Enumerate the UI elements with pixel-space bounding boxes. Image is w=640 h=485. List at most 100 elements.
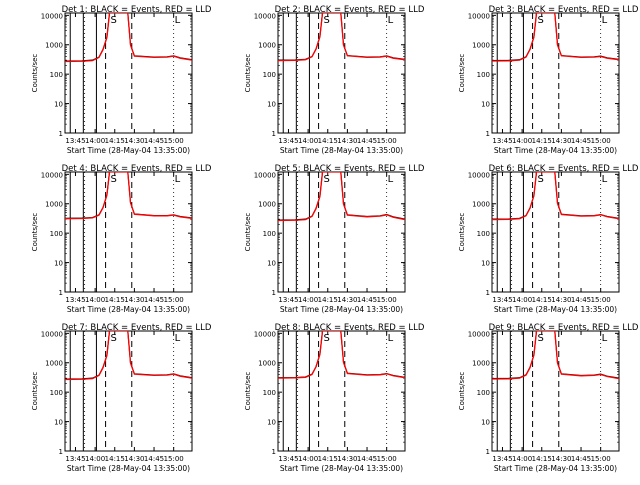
y-tick-label: 1000 bbox=[45, 42, 63, 50]
plot-frame bbox=[491, 171, 620, 293]
x-tick-label: 13:45 bbox=[278, 455, 298, 463]
x-tick-label: 14:15 bbox=[105, 455, 125, 463]
marker-label: L bbox=[602, 174, 608, 185]
x-tick-label: 14:00 bbox=[298, 296, 318, 304]
plot-frame bbox=[277, 330, 406, 452]
y-tick-label: 1000 bbox=[258, 360, 276, 368]
x-tick-label: 14:00 bbox=[298, 455, 318, 463]
plot-frame bbox=[64, 330, 193, 452]
x-tick-label: 14:15 bbox=[532, 455, 552, 463]
marker-label: S bbox=[324, 333, 330, 344]
marker-label: S bbox=[324, 15, 330, 26]
marker-label: S bbox=[111, 174, 117, 185]
x-tick-label: 14:45 bbox=[571, 455, 591, 463]
y-tick-label: 1 bbox=[272, 130, 276, 138]
x-tick-label: 14:30 bbox=[337, 137, 357, 145]
plot-frame bbox=[491, 330, 620, 452]
marker-lines bbox=[282, 13, 388, 133]
y-tick-label: 10 bbox=[54, 101, 63, 109]
marker-label: S bbox=[538, 174, 544, 185]
series-line-lld bbox=[65, 331, 192, 381]
panel-title: Det 8: BLACK = Events, RED = LLD bbox=[275, 323, 425, 333]
x-tick-label: 13:45 bbox=[278, 296, 298, 304]
x-tick-label: 13:45 bbox=[65, 296, 85, 304]
series-group bbox=[492, 172, 619, 221]
x-tick-label: 14:45 bbox=[144, 455, 164, 463]
x-tick-label: 13:45 bbox=[278, 137, 298, 145]
x-tick-label: 14:15 bbox=[318, 455, 338, 463]
x-axis-label: Start Time (28-May-04 13:35:00) bbox=[67, 146, 190, 155]
y-tick-label: 1 bbox=[272, 289, 276, 297]
series-group bbox=[65, 331, 192, 381]
x-tick-label: 15:00 bbox=[591, 296, 611, 304]
x-axis-label: Start Time (28-May-04 13:35:00) bbox=[494, 146, 617, 155]
panel-det-9: Det 9: BLACK = Events, RED = LLD 1 10 100 10… bbox=[458, 323, 639, 473]
y-tick-label: 100 bbox=[50, 71, 63, 79]
series-group bbox=[65, 13, 192, 63]
x-tick-label: 14:30 bbox=[337, 296, 357, 304]
marker-label: S bbox=[111, 333, 117, 344]
y-tick-label: 1000 bbox=[45, 360, 63, 368]
series-group bbox=[278, 172, 405, 222]
y-tick-label: 1 bbox=[59, 130, 63, 138]
marker-label: L bbox=[602, 333, 608, 344]
y-tick-label: 10 bbox=[267, 101, 276, 109]
panel-title: Det 4: BLACK = Events, RED = LLD bbox=[62, 164, 212, 174]
y-tick-label: 1 bbox=[486, 448, 490, 456]
y-tick-label: 1000 bbox=[258, 201, 276, 209]
x-tick-label: 13:45 bbox=[65, 455, 85, 463]
x-tick-label: 14:00 bbox=[85, 296, 105, 304]
x-tick-label: 14:00 bbox=[512, 296, 532, 304]
x-tick-label: 14:45 bbox=[571, 296, 591, 304]
y-tick-label: 100 bbox=[477, 71, 490, 79]
y-tick-label: 10000 bbox=[254, 330, 276, 338]
series-group bbox=[278, 13, 405, 62]
plot-frame bbox=[491, 12, 620, 134]
x-axis-label: Start Time (28-May-04 13:35:00) bbox=[494, 305, 617, 314]
panel-title: Det 2: BLACK = Events, RED = LLD bbox=[275, 5, 425, 15]
x-tick-label: 14:30 bbox=[124, 137, 144, 145]
plot-frame bbox=[64, 171, 193, 293]
series-line-lld bbox=[65, 13, 192, 63]
x-tick-label: 14:30 bbox=[124, 455, 144, 463]
x-tick-label: 14:30 bbox=[551, 296, 571, 304]
y-tick-label: 10 bbox=[54, 419, 63, 427]
x-tick-label: 15:00 bbox=[377, 137, 397, 145]
y-tick-label: 100 bbox=[477, 230, 490, 238]
panel-title: Det 3: BLACK = Events, RED = LLD bbox=[489, 5, 639, 15]
y-tick-label: 1000 bbox=[472, 201, 490, 209]
panel-title: Det 1: BLACK = Events, RED = LLD bbox=[62, 5, 212, 15]
x-tick-label: 14:15 bbox=[318, 137, 338, 145]
y-tick-label: 1000 bbox=[472, 360, 490, 368]
marker-lines bbox=[69, 13, 175, 133]
marker-lines bbox=[282, 172, 388, 292]
marker-label: S bbox=[538, 333, 544, 344]
x-tick-label: 15:00 bbox=[377, 296, 397, 304]
x-axis-label: Start Time (28-May-04 13:35:00) bbox=[67, 464, 190, 473]
y-tick-label: 1 bbox=[59, 448, 63, 456]
x-tick-label: 15:00 bbox=[591, 137, 611, 145]
x-tick-label: 14:00 bbox=[512, 455, 532, 463]
y-tick-label: 10 bbox=[481, 260, 490, 268]
x-tick-label: 15:00 bbox=[164, 296, 184, 304]
marker-label: L bbox=[175, 333, 181, 344]
y-tick-label: 10 bbox=[54, 260, 63, 268]
plot-frame bbox=[64, 12, 193, 134]
y-axis-label: Counts/sec bbox=[458, 54, 466, 93]
x-tick-label: 14:45 bbox=[357, 296, 377, 304]
marker-label: L bbox=[388, 174, 394, 185]
panel-det-2: Det 2: BLACK = Events, RED = LLD 1 10 100 10… bbox=[244, 5, 425, 155]
x-tick-label: 15:00 bbox=[591, 455, 611, 463]
marker-lines bbox=[496, 172, 602, 292]
y-tick-label: 10000 bbox=[254, 171, 276, 179]
panel-det-4: Det 4: BLACK = Events, RED = LLD 1 10 100 10… bbox=[31, 164, 212, 314]
y-tick-label: 10000 bbox=[468, 12, 490, 20]
x-tick-label: 14:45 bbox=[144, 296, 164, 304]
y-tick-label: 100 bbox=[263, 230, 276, 238]
series-group bbox=[65, 172, 192, 220]
y-axis-label: Counts/sec bbox=[31, 372, 39, 411]
series-line-lld bbox=[278, 172, 405, 222]
y-tick-label: 1 bbox=[59, 289, 63, 297]
